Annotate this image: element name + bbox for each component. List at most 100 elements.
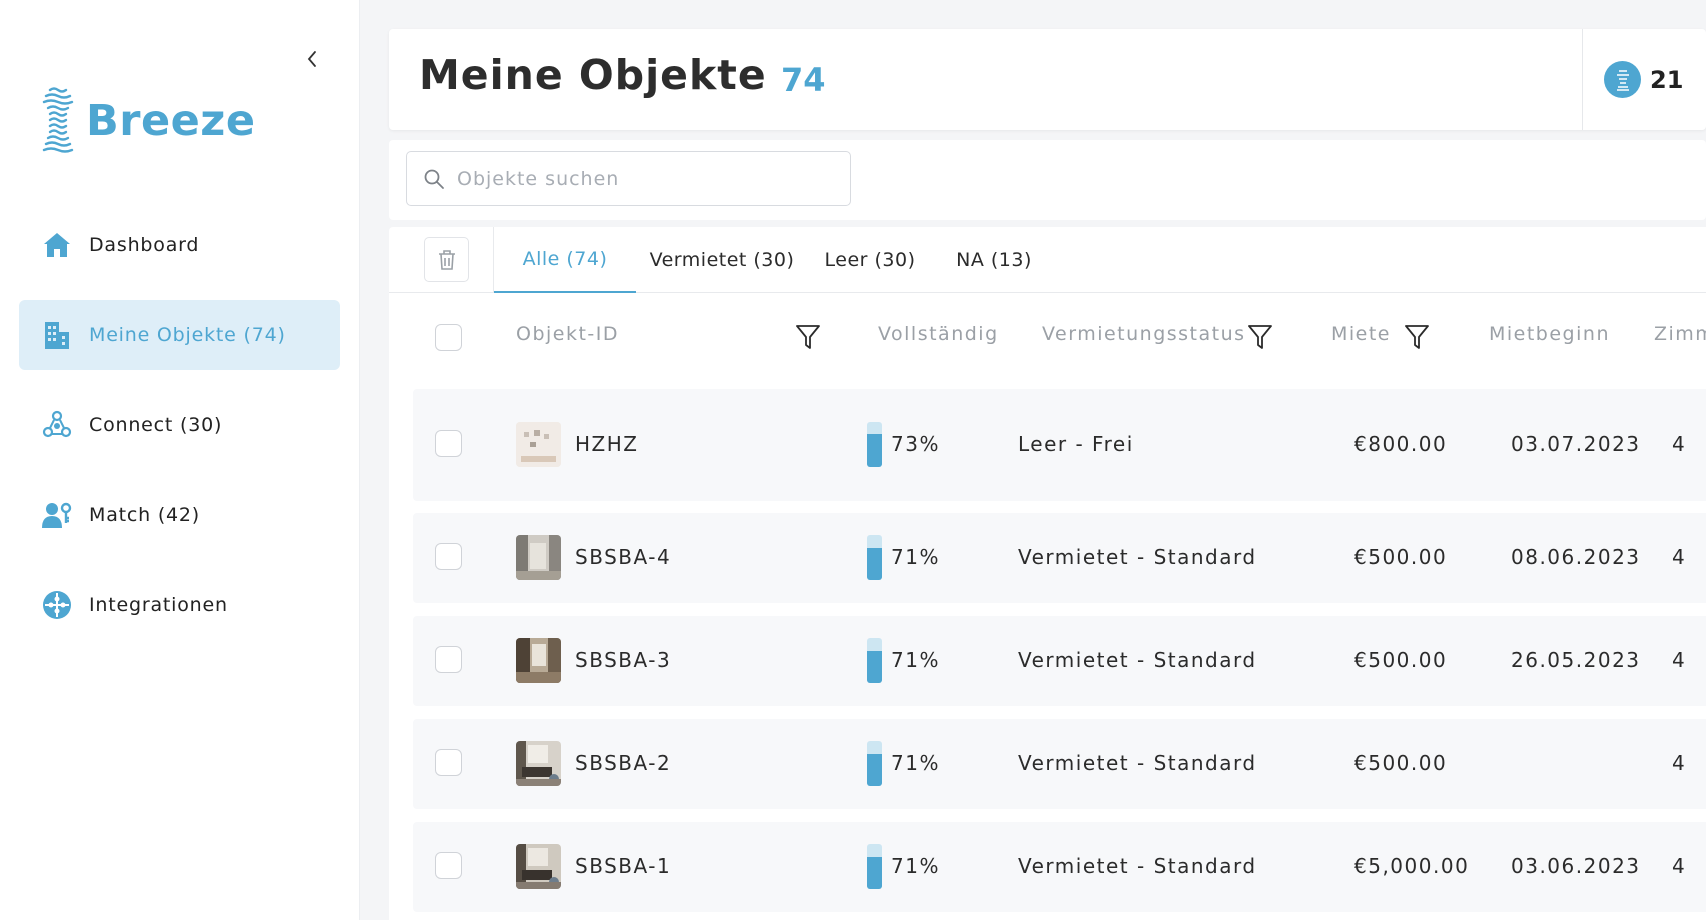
tab-vermietet[interactable]: Vermietet (30) — [649, 249, 795, 271]
objects-count: 74 — [781, 61, 826, 99]
sidebar-item-match[interactable]: Match (42) — [19, 480, 340, 550]
row-checkbox[interactable] — [435, 852, 462, 879]
chevron-left-icon — [307, 51, 316, 67]
column-header-zimmer: Zimm — [1654, 323, 1706, 345]
table-row[interactable]: SBSBA-4 71% Vermietet - Standard €500.00… — [413, 513, 1706, 603]
filter-icon[interactable] — [796, 324, 820, 350]
rental-status: Leer - Frei — [1018, 432, 1134, 456]
column-header-mietbeginn: Mietbeginn — [1489, 323, 1610, 345]
rent: €500.00 — [1354, 648, 1448, 672]
row-checkbox[interactable] — [435, 749, 462, 776]
rooms: 4 — [1672, 432, 1687, 456]
row-checkbox[interactable] — [435, 430, 462, 457]
home-icon — [41, 229, 73, 261]
completeness-bar — [867, 535, 882, 580]
logo: Breeze — [42, 86, 256, 156]
lease-start: 03.07.2023 — [1511, 432, 1641, 456]
collapse-sidebar-button[interactable] — [300, 46, 324, 72]
search-section — [389, 140, 1706, 220]
filter-icon[interactable] — [1405, 324, 1429, 350]
table-row[interactable]: SBSBA-1 71% Vermietet - Standard €5,000.… — [413, 822, 1706, 912]
completeness-value: 71% — [891, 545, 940, 569]
credits-badge[interactable]: 21 — [1604, 61, 1683, 98]
completeness-bar — [867, 638, 882, 683]
match-icon — [41, 499, 73, 531]
logo-text: Breeze — [86, 96, 256, 146]
completeness-value: 71% — [891, 751, 940, 775]
rooms: 4 — [1672, 751, 1687, 775]
objekt-id: SBSBA-4 — [575, 545, 672, 569]
puzzle-icon — [41, 589, 73, 621]
column-header-objekt-id: Objekt-ID — [516, 323, 620, 345]
objekt-id: SBSBA-1 — [575, 854, 672, 878]
select-all-checkbox[interactable] — [435, 324, 462, 351]
page-title: Meine Objekte — [419, 51, 767, 99]
sidebar-item-dashboard[interactable]: Dashboard — [19, 210, 340, 280]
filter-icon[interactable] — [1248, 324, 1272, 350]
connect-icon — [41, 409, 73, 441]
property-thumbnail — [516, 741, 561, 786]
search-input[interactable] — [457, 167, 847, 190]
sidebar-item-connect[interactable]: Connect (30) — [19, 390, 340, 460]
tab-alle[interactable]: Alle (74) — [494, 227, 636, 293]
search-box[interactable] — [406, 151, 851, 206]
completeness-value: 73% — [891, 432, 940, 456]
objekt-id: SBSBA-3 — [575, 648, 672, 672]
property-thumbnail — [516, 844, 561, 889]
breeze-logo-icon — [42, 87, 74, 153]
objects-table: Alle (74) Vermietet (30) Leer (30) NA (1… — [389, 227, 1706, 920]
rent: €500.00 — [1354, 751, 1448, 775]
table-row[interactable]: SBSBA-3 71% Vermietet - Standard €500.00… — [413, 616, 1706, 706]
header-divider — [1582, 29, 1583, 130]
column-header-miete: Miete — [1331, 323, 1392, 345]
sidebar-item-label: Connect (30) — [89, 414, 223, 436]
lease-start: 26.05.2023 — [1511, 648, 1641, 672]
completeness-value: 71% — [891, 648, 940, 672]
property-thumbnail — [516, 535, 561, 580]
search-icon — [424, 169, 444, 189]
rooms: 4 — [1672, 545, 1687, 569]
sidebar-item-integrationen[interactable]: Integrationen — [19, 570, 340, 640]
completeness-bar — [867, 741, 882, 786]
property-thumbnail — [516, 422, 561, 467]
rental-status: Vermietet - Standard — [1018, 648, 1257, 672]
row-checkbox[interactable] — [435, 543, 462, 570]
sidebar: Breeze Dashboard — [0, 0, 360, 920]
row-checkbox[interactable] — [435, 646, 462, 673]
rent: €5,000.00 — [1354, 854, 1470, 878]
rooms: 4 — [1672, 648, 1687, 672]
sidebar-item-label: Match (42) — [89, 504, 201, 526]
sidebar-item-meine-objekte[interactable]: Meine Objekte (74) — [19, 300, 340, 370]
credits-count: 21 — [1650, 65, 1684, 94]
lease-start: 08.06.2023 — [1511, 545, 1641, 569]
sidebar-item-label: Integrationen — [89, 594, 228, 616]
tabs-divider — [493, 227, 494, 293]
table-row[interactable]: HZHZ 73% Leer - Frei €800.00 03.07.2023 … — [413, 389, 1706, 501]
building-icon — [41, 319, 73, 351]
rent: €800.00 — [1354, 432, 1448, 456]
sidebar-item-label: Dashboard — [89, 234, 200, 256]
rooms: 4 — [1672, 854, 1687, 878]
sidebar-nav: Dashboard Meine Objekte (74) — [19, 210, 340, 660]
delete-button[interactable] — [424, 237, 469, 282]
rent: €500.00 — [1354, 545, 1448, 569]
lease-start: 03.06.2023 — [1511, 854, 1641, 878]
completeness-value: 71% — [891, 854, 940, 878]
rental-status: Vermietet - Standard — [1018, 751, 1257, 775]
trash-icon — [438, 249, 455, 270]
breeze-coin-icon — [1604, 61, 1641, 98]
completeness-bar — [867, 422, 882, 467]
objekt-id: SBSBA-2 — [575, 751, 672, 775]
table-row[interactable]: SBSBA-2 71% Vermietet - Standard €500.00… — [413, 719, 1706, 809]
sidebar-item-label: Meine Objekte (74) — [89, 324, 286, 346]
rental-status: Vermietet - Standard — [1018, 545, 1257, 569]
property-thumbnail — [516, 638, 561, 683]
page-header: Meine Objekte 74 21 — [389, 29, 1706, 130]
tab-leer[interactable]: Leer (30) — [824, 249, 916, 271]
tabs-bar: Alle (74) Vermietet (30) Leer (30) NA (1… — [389, 227, 1706, 293]
rental-status: Vermietet - Standard — [1018, 854, 1257, 878]
objekt-id: HZHZ — [575, 432, 639, 456]
completeness-bar — [867, 844, 882, 889]
column-header-vermietungsstatus: Vermietungsstatus — [1042, 323, 1246, 345]
tab-na[interactable]: NA (13) — [956, 249, 1032, 271]
